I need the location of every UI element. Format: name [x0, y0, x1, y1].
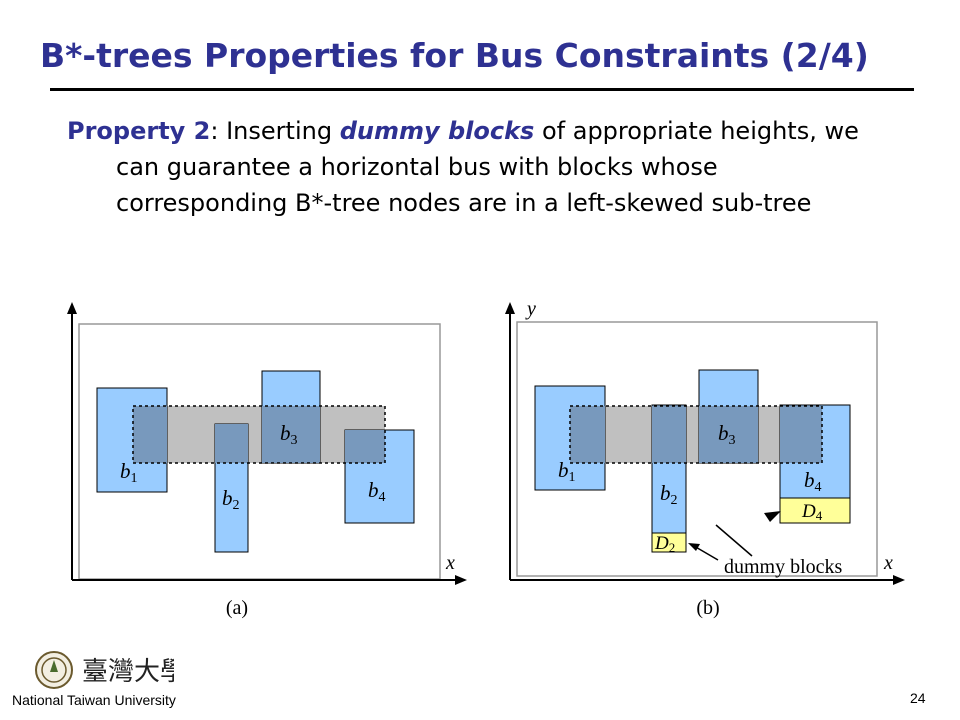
figure-b-label-d2: D2	[654, 533, 675, 555]
figure-b-label-b2: b2	[660, 481, 678, 508]
callout-arrowhead-d4	[764, 511, 781, 522]
figure-b-x-arrow	[893, 575, 905, 585]
ntu-logo: 臺灣大學	[35, 651, 174, 689]
footer-university: National Taiwan University	[12, 692, 176, 708]
page-number: 24	[910, 690, 926, 706]
figure-b-overlap-b4	[780, 406, 822, 463]
property-text-end: of appropriate heights, we can guarantee…	[116, 117, 859, 217]
figure-a-label-b4: b4	[368, 478, 386, 505]
figure-b-dummy-d2	[651, 532, 687, 553]
figure-b-overlap-b2	[652, 406, 686, 463]
callout-arrow-d2	[693, 545, 719, 561]
figure-b-label-d4: D4	[801, 501, 823, 523]
figure-a-label-b3: b3	[280, 421, 298, 448]
figure-b-x-label: x	[883, 552, 893, 574]
figure-a-x-arrow	[455, 575, 467, 585]
callout-arrowhead-d2	[688, 543, 700, 551]
figure-b-overlap-b1	[570, 406, 605, 463]
figure-a-bus	[133, 406, 385, 463]
property-2-text: Property 2: Inserting dummy blocks of ap…	[67, 113, 867, 221]
title-underline	[50, 88, 914, 91]
slide-title: B*-trees Properties for Bus Constraints …	[40, 36, 869, 75]
figure-a-x-label: x	[445, 552, 455, 574]
figure-a-overlap-b1	[133, 406, 167, 463]
property-text-start: : Inserting	[210, 117, 340, 145]
figure-a-overlap-b4	[345, 430, 385, 463]
ntu-calligraphy-logo: 臺灣大學	[82, 657, 174, 687]
figure-a-caption: (a)	[226, 597, 248, 619]
figure-b-label-b1: b1	[558, 458, 576, 485]
figure-b-label-b4: b4	[804, 468, 822, 495]
figure-b-frame	[516, 321, 878, 577]
figure-b-caption: (b)	[696, 597, 719, 619]
figure-b: b1 b2 b3 b4 D2 D4 dummy blocks y x (b)	[505, 298, 905, 619]
property-label: Property 2	[67, 117, 211, 145]
figure-b-overlap-b3	[699, 406, 758, 463]
dummy-blocks-callout: dummy blocks	[724, 556, 843, 578]
figure-a-overlap-b3	[262, 406, 320, 463]
figure-a-overlap-b2	[215, 424, 248, 463]
callout-arrow-d4	[715, 524, 753, 557]
figure-b-dummy-d4	[779, 497, 851, 524]
figure-a-label-b1: b1	[120, 459, 138, 486]
figure-a: b1 b2 b3 b4 x (a)	[67, 302, 467, 619]
figure-a-bus-outline	[132, 405, 386, 464]
figure-b-label-b3: b3	[718, 421, 736, 448]
figure-a-y-arrow	[67, 302, 77, 314]
figure-b-y-arrow	[505, 302, 515, 314]
dummy-blocks-emphasis: dummy blocks	[339, 117, 535, 145]
figure-b-y-label: y	[525, 298, 536, 320]
figure-b-bus-outline	[569, 405, 823, 464]
figure-a-label-b2: b2	[222, 486, 240, 513]
